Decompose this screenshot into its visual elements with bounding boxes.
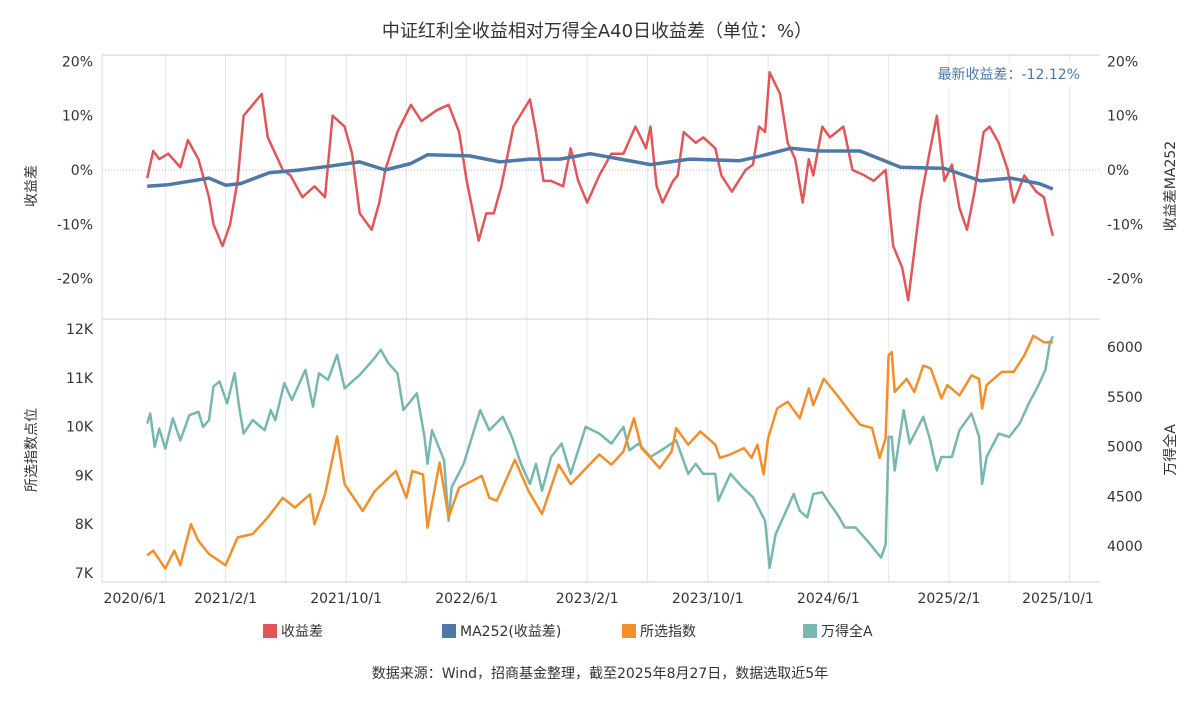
legend-swatch-wind-a	[803, 624, 817, 638]
annotation-bg	[922, 62, 1084, 86]
bottom-left-y-tick: 10K	[66, 420, 94, 436]
x-tick-label: 2021/10/1	[310, 591, 382, 607]
legend-item-wind-a[interactable]: 万得全A	[803, 623, 873, 640]
legend-label-ma252: MA252(收益差)	[460, 624, 561, 640]
legend-swatch-ma252	[442, 624, 456, 638]
ma252-line	[147, 146, 1054, 191]
top-right-y-tick: 10%	[1107, 109, 1138, 125]
chart-title: 中证红利全收益相对万得全A40日收益差（单位：%）	[382, 21, 812, 42]
top-right-y-tick: 0%	[1107, 163, 1129, 179]
spread-line	[145, 71, 1055, 302]
footer-source: 数据来源：Wind，招商基金整理，截至2025年8月27日，数据选取近5年	[372, 665, 828, 682]
top-left-y-tick: -20%	[57, 272, 93, 288]
bottom-right-y-tick: 5000	[1107, 440, 1143, 456]
top-left-y-tick: 0%	[71, 163, 93, 179]
bottom-right-y-tick: 5500	[1107, 390, 1143, 406]
bottom-right-y-tick: 6000	[1107, 340, 1143, 356]
bottom-left-y-tick: 12K	[66, 322, 94, 338]
legend-label-wind-a: 万得全A	[821, 623, 873, 640]
legend-swatch-selected-index	[622, 624, 636, 638]
x-tick-label: 2020/6/1	[104, 591, 167, 607]
x-tick-label: 2022/6/1	[435, 591, 498, 607]
top-right-y-tick: -20%	[1107, 272, 1143, 288]
tick-labels: 2020/6/1 2021/2/1 2021/10/1 2022/6/1 2023/2/…	[57, 54, 1143, 607]
selected-index-line	[146, 334, 1053, 570]
top-right-y-tick: 20%	[1107, 54, 1138, 70]
legend-label-selected-index: 所选指数	[640, 624, 696, 640]
bottom-left-y-tick: 9K	[75, 468, 94, 484]
bottom-left-y-tick: 7K	[75, 566, 94, 582]
wind-a-line	[146, 335, 1055, 570]
x-tick-label: 2025/10/1	[1022, 591, 1094, 607]
legend-item-spread[interactable]: 收益差	[263, 624, 323, 640]
bottom-right-y-tick: 4000	[1107, 539, 1143, 555]
top-left-y-tick: -10%	[57, 217, 93, 233]
x-tick-label: 2023/10/1	[672, 591, 744, 607]
series-lines	[145, 71, 1055, 570]
top-left-y-tick: 20%	[62, 54, 93, 70]
bottom-left-y-tick: 11K	[66, 371, 94, 387]
top-right-axis-title: 收益差MA252	[1163, 141, 1179, 231]
top-left-y-tick: 10%	[62, 109, 93, 125]
legend-label-spread: 收益差	[281, 624, 323, 640]
bottom-right-axis-title: 万得全A	[1162, 424, 1179, 476]
x-tick-label: 2021/2/1	[194, 591, 257, 607]
bottom-left-y-tick: 8K	[75, 517, 94, 533]
bottom-left-axis-title: 所选指数点位	[24, 408, 40, 492]
x-tick-label: 2024/6/1	[797, 591, 860, 607]
x-tick-label: 2023/2/1	[556, 591, 619, 607]
x-tick-label: 2025/2/1	[917, 591, 980, 607]
latest-spread-annotation: 最新收益差：-12.12%	[938, 67, 1080, 83]
bottom-right-y-tick: 4500	[1107, 489, 1143, 505]
legend-item-ma252[interactable]: MA252(收益差)	[442, 624, 561, 640]
legend-swatch-spread	[263, 624, 277, 638]
top-right-y-tick: -10%	[1107, 217, 1143, 233]
legend-item-selected-index[interactable]: 所选指数	[622, 624, 696, 640]
top-left-axis-title: 收益差	[24, 165, 40, 207]
legend: 收益差 MA252(收益差) 所选指数 万得全A	[263, 623, 873, 640]
